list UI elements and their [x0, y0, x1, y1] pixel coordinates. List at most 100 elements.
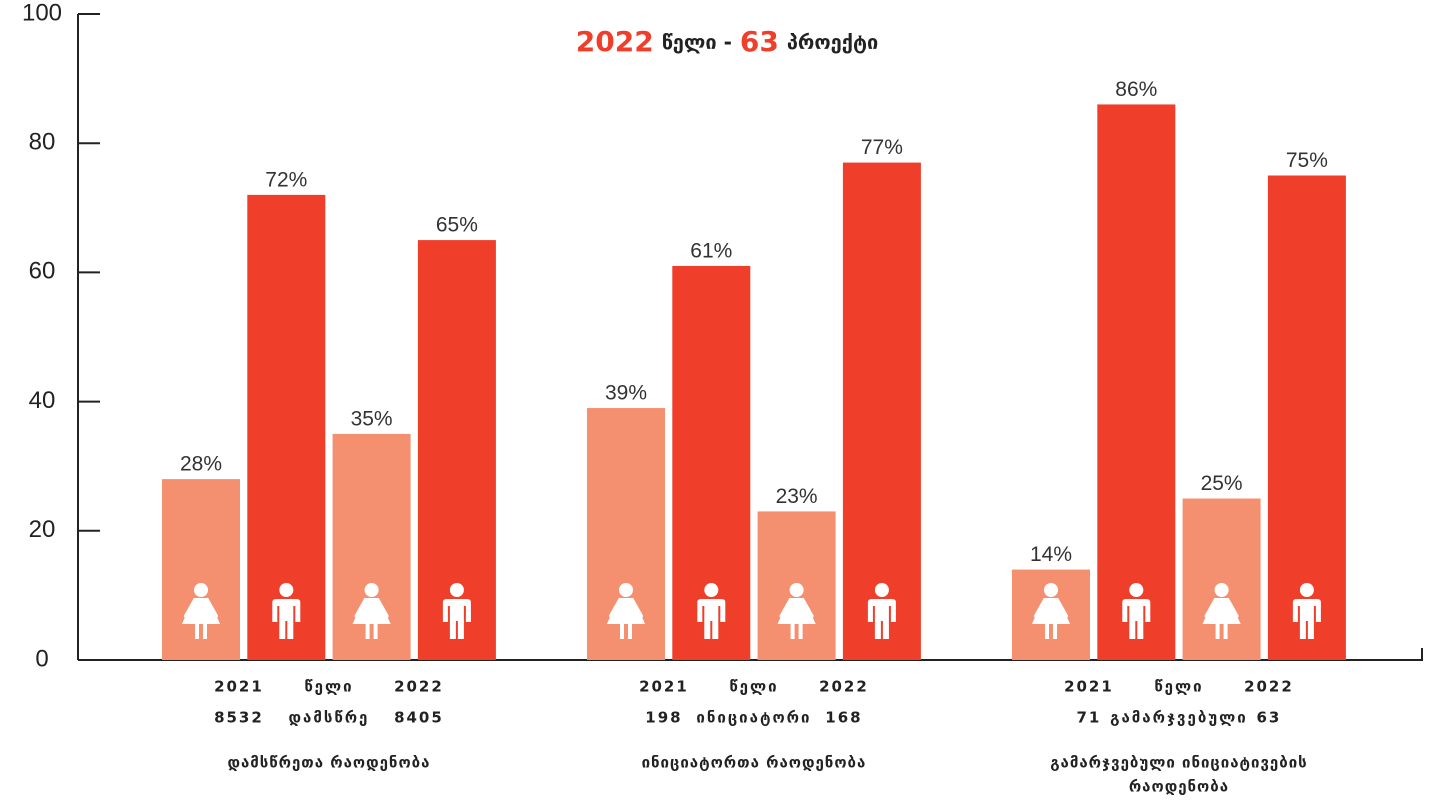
y-tick-label: 40: [29, 387, 56, 414]
female-icon: [606, 583, 646, 639]
bar: [1182, 498, 1261, 660]
count-label: 198: [645, 709, 682, 727]
year-label: 2021: [639, 678, 689, 696]
count-label: 63: [1257, 709, 1282, 727]
year-label: წელი: [1154, 678, 1203, 696]
icon-body: [1031, 598, 1071, 624]
icon-leg: [1215, 622, 1220, 639]
value-label: 65%: [436, 214, 478, 237]
icon-head: [279, 583, 294, 597]
value-label: 86%: [1115, 78, 1157, 101]
value-label: 61%: [690, 239, 732, 262]
value-label: 75%: [1286, 149, 1328, 172]
bar: [1097, 104, 1176, 660]
value-label: 23%: [776, 485, 818, 508]
count-label: დამსწრე: [289, 709, 370, 727]
value-label: 28%: [180, 453, 222, 476]
title-part: პროექტი: [787, 30, 878, 54]
female-icon: [181, 583, 221, 639]
count-label: გამარჯვებული: [1110, 709, 1248, 727]
icon-body: [1292, 599, 1321, 639]
bar: [842, 162, 921, 660]
value-label: 39%: [605, 382, 647, 405]
x-category-label: რაოდენობა: [1129, 778, 1229, 796]
male-icon: [867, 583, 896, 639]
year-label: 2022: [819, 678, 869, 696]
y-tick-label: 100: [22, 0, 62, 26]
icon-body: [697, 599, 726, 639]
icon-head: [1214, 583, 1229, 597]
female-icon: [352, 583, 391, 639]
value-label: 14%: [1030, 543, 1072, 566]
icon-body: [181, 598, 221, 624]
icon-leg: [365, 622, 370, 639]
bar: [332, 433, 411, 660]
icon-head: [449, 583, 464, 597]
female-icon: [1031, 583, 1071, 639]
icon-leg: [373, 622, 378, 639]
bar: [247, 194, 326, 660]
icon-head: [619, 583, 633, 597]
male-icon: [272, 583, 301, 639]
y-tick-label: 80: [29, 129, 56, 156]
year-label: 2021: [214, 678, 264, 696]
icon-leg: [620, 622, 624, 639]
count-label: 8405: [394, 709, 444, 727]
icon-head: [364, 583, 379, 597]
x-category-label: დამსწრეთა რაოდენობა: [227, 754, 430, 772]
icon-leg: [195, 622, 199, 639]
year-label: წელი: [729, 678, 778, 696]
icon-leg: [1053, 622, 1057, 639]
value-label: 25%: [1201, 472, 1243, 495]
icon-body: [442, 599, 471, 639]
value-label: 77%: [861, 136, 903, 159]
bar: [1267, 175, 1346, 660]
count-label: 71: [1077, 709, 1102, 727]
y-tick-label: 0: [35, 645, 48, 672]
year-label: 2022: [394, 678, 444, 696]
icon-leg: [1045, 622, 1049, 639]
icon-head: [1129, 583, 1144, 597]
icon-body: [1202, 598, 1241, 624]
icon-body: [272, 599, 301, 639]
y-tick-label: 60: [29, 258, 56, 285]
icon-body: [867, 599, 896, 639]
male-icon: [442, 583, 471, 639]
icon-head: [789, 583, 804, 597]
icon-head: [1299, 583, 1314, 597]
male-icon: [697, 583, 726, 639]
bar: [417, 240, 496, 660]
female-icon: [777, 583, 816, 639]
icon-head: [704, 583, 719, 597]
count-label: 168: [825, 709, 862, 727]
x-category-label: ინიციატორთა რაოდენობა: [642, 754, 867, 772]
year-label: წელი: [304, 678, 353, 696]
male-icon: [1292, 583, 1321, 639]
icon-body: [777, 598, 816, 624]
icon-body: [1122, 599, 1151, 639]
icon-head: [1044, 583, 1058, 597]
icon-body: [606, 598, 646, 624]
title-part: 63: [740, 25, 779, 58]
count-label: 8532: [214, 709, 264, 727]
icon-body: [352, 598, 391, 624]
icon-leg: [203, 622, 207, 639]
year-label: 2021: [1064, 678, 1114, 696]
value-label: 72%: [265, 168, 307, 191]
icon-leg: [798, 622, 803, 639]
title-part: 2022: [576, 25, 654, 58]
x-axis: [78, 648, 1423, 661]
icon-head: [874, 583, 889, 597]
count-label: ინიციატორი: [696, 709, 811, 727]
icon-leg: [1223, 622, 1228, 639]
title-part: წელი -: [662, 30, 732, 54]
icon-leg: [790, 622, 795, 639]
icon-head: [194, 583, 208, 597]
bar: [162, 479, 240, 660]
year-label: 2022: [1244, 678, 1294, 696]
value-label: 35%: [351, 407, 393, 430]
x-category-label: გამარჯვებული ინიციატივების: [1050, 754, 1308, 772]
male-icon: [1122, 583, 1151, 639]
female-icon: [1202, 583, 1241, 639]
